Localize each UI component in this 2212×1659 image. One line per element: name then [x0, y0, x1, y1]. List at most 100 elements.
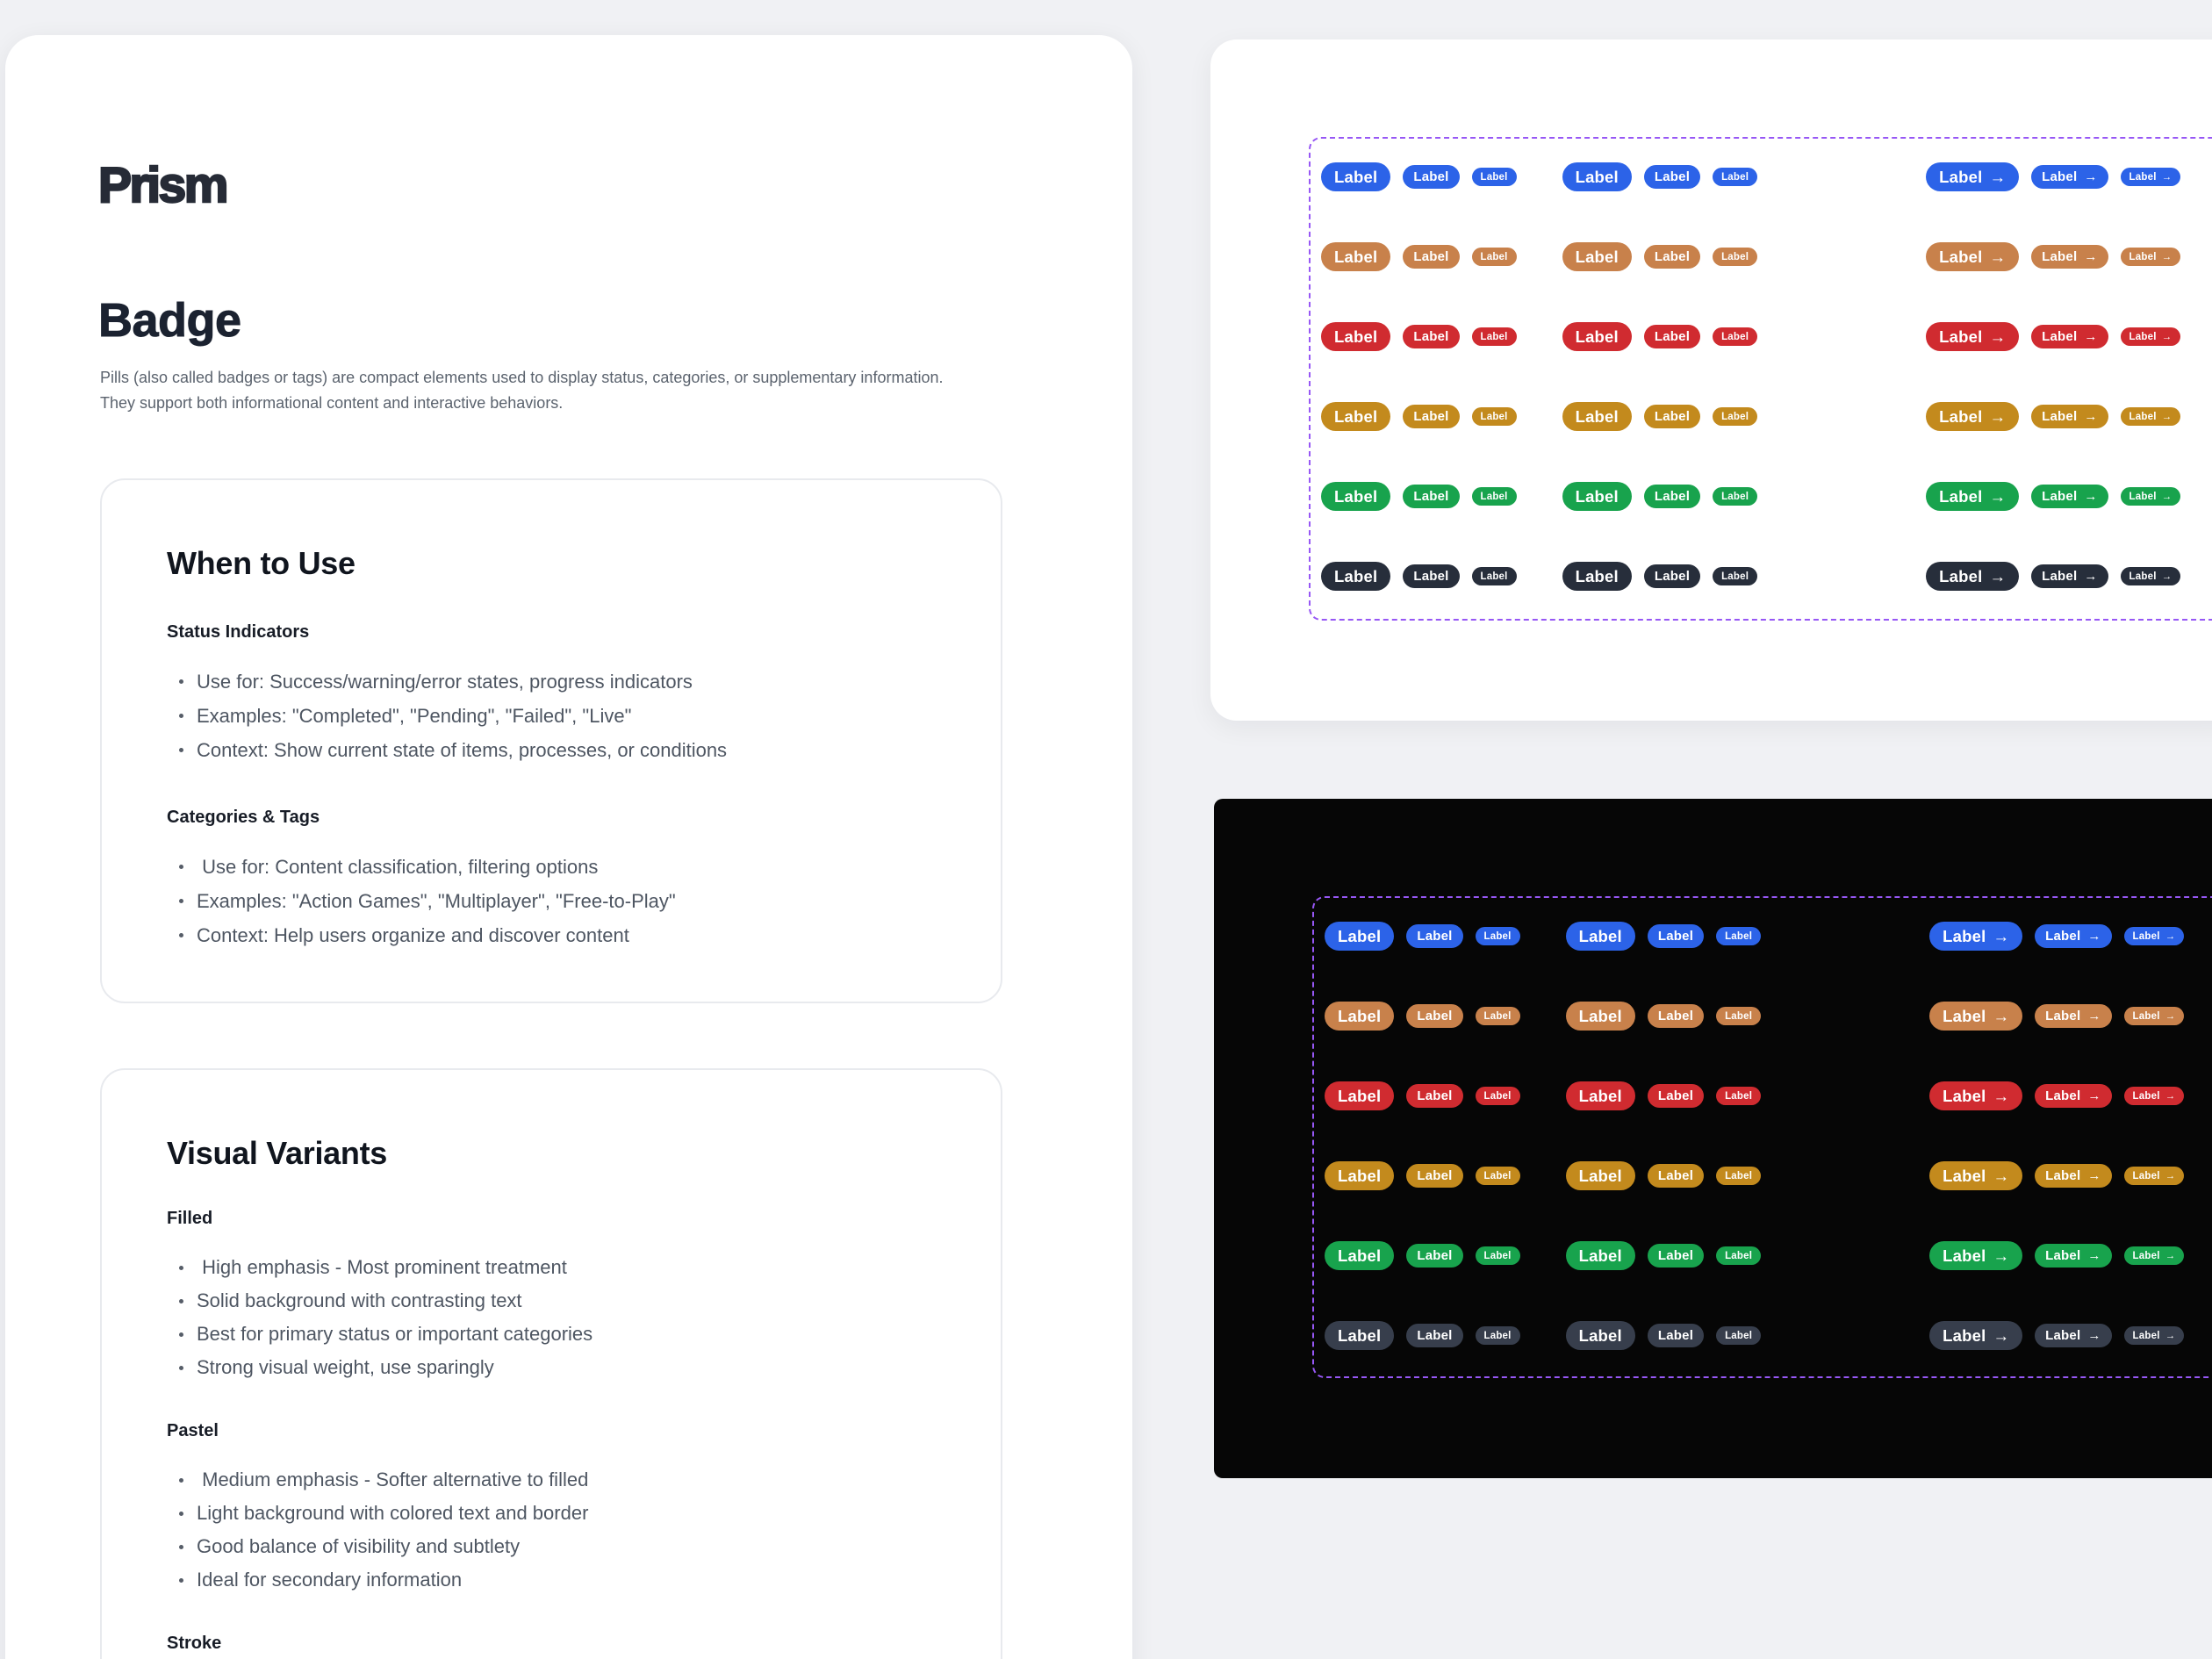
- badge-orange-lg[interactable]: Label: [1325, 1002, 1395, 1031]
- badge-red-sm[interactable]: Label: [1471, 327, 1517, 346]
- badge-blue-sm-arrow[interactable]: Label →: [2120, 168, 2181, 186]
- badge-orange-md[interactable]: Label: [1403, 245, 1460, 269]
- badge-blue-md[interactable]: Label: [1406, 924, 1463, 948]
- badge-green-lg[interactable]: Label: [1325, 1241, 1395, 1270]
- badge-green-lg-arrow[interactable]: Label →: [1926, 482, 2020, 511]
- badge-red-md-arrow[interactable]: Label →: [2031, 325, 2108, 348]
- badge-blue-lg-arrow[interactable]: Label →: [1926, 162, 2020, 191]
- badge-red-lg-arrow[interactable]: Label →: [1926, 322, 2020, 351]
- badge-red-sm-arrow[interactable]: Label →: [2120, 327, 2181, 346]
- badge-orange-sm[interactable]: Label: [1716, 1007, 1762, 1025]
- badge-blue-lg[interactable]: Label: [1565, 922, 1635, 951]
- badge-green-lg[interactable]: Label: [1321, 482, 1391, 511]
- badge-amber-md[interactable]: Label: [1403, 405, 1460, 428]
- badge-amber-lg-arrow[interactable]: Label →: [1926, 402, 2020, 431]
- badge-blue-md-arrow[interactable]: Label →: [2035, 924, 2112, 948]
- badge-red-lg[interactable]: Label: [1565, 1081, 1635, 1110]
- badge-amber-sm-arrow[interactable]: Label →: [2120, 407, 2181, 426]
- badge-orange-sm[interactable]: Label: [1475, 1007, 1520, 1025]
- badge-slate-md-arrow[interactable]: Label →: [2035, 1324, 2112, 1347]
- badge-blue-lg[interactable]: Label: [1562, 162, 1632, 191]
- badge-orange-lg[interactable]: Label: [1565, 1002, 1635, 1031]
- badge-orange-sm[interactable]: Label: [1471, 248, 1517, 266]
- badge-slate-lg-arrow[interactable]: Label →: [1929, 1321, 2023, 1350]
- badge-navy-md-arrow[interactable]: Label →: [2031, 564, 2108, 588]
- badge-red-md[interactable]: Label: [1647, 1084, 1705, 1108]
- badge-green-sm[interactable]: Label: [1716, 1246, 1762, 1265]
- badge-blue-sm[interactable]: Label: [1713, 168, 1758, 186]
- badge-green-lg[interactable]: Label: [1565, 1241, 1635, 1270]
- badge-slate-lg[interactable]: Label: [1565, 1321, 1635, 1350]
- badge-red-md[interactable]: Label: [1403, 325, 1460, 348]
- badge-red-sm[interactable]: Label: [1713, 327, 1758, 346]
- badge-orange-lg-arrow[interactable]: Label →: [1929, 1002, 2023, 1031]
- badge-orange-md[interactable]: Label: [1647, 1004, 1705, 1028]
- badge-navy-sm[interactable]: Label: [1471, 567, 1517, 585]
- badge-blue-lg[interactable]: Label: [1321, 162, 1391, 191]
- badge-blue-lg[interactable]: Label: [1325, 922, 1395, 951]
- badge-orange-lg-arrow[interactable]: Label →: [1926, 242, 2020, 271]
- badge-slate-sm[interactable]: Label: [1475, 1326, 1520, 1345]
- badge-green-md-arrow[interactable]: Label →: [2035, 1244, 2112, 1268]
- badge-amber-sm-arrow[interactable]: Label →: [2123, 1167, 2185, 1185]
- badge-amber-sm[interactable]: Label: [1471, 407, 1517, 426]
- badge-slate-md[interactable]: Label: [1406, 1324, 1463, 1347]
- badge-red-sm[interactable]: Label: [1475, 1087, 1520, 1105]
- badge-amber-sm[interactable]: Label: [1713, 407, 1758, 426]
- badge-amber-md[interactable]: Label: [1406, 1164, 1463, 1188]
- badge-amber-md-arrow[interactable]: Label →: [2035, 1164, 2112, 1188]
- badge-green-lg-arrow[interactable]: Label →: [1929, 1241, 2023, 1270]
- badge-navy-lg-arrow[interactable]: Label →: [1926, 562, 2020, 591]
- badge-amber-lg[interactable]: Label: [1325, 1161, 1395, 1190]
- badge-blue-md[interactable]: Label: [1643, 165, 1701, 189]
- badge-green-sm[interactable]: Label: [1471, 487, 1517, 506]
- badge-red-md-arrow[interactable]: Label →: [2035, 1084, 2112, 1108]
- badge-red-sm[interactable]: Label: [1716, 1087, 1762, 1105]
- badge-red-lg[interactable]: Label: [1325, 1081, 1395, 1110]
- badge-blue-sm[interactable]: Label: [1471, 168, 1517, 186]
- badge-green-sm[interactable]: Label: [1713, 487, 1758, 506]
- badge-orange-sm[interactable]: Label: [1713, 248, 1758, 266]
- badge-blue-sm-arrow[interactable]: Label →: [2123, 927, 2185, 945]
- badge-amber-lg[interactable]: Label: [1321, 402, 1391, 431]
- badge-green-sm-arrow[interactable]: Label →: [2120, 487, 2181, 506]
- badge-orange-lg[interactable]: Label: [1562, 242, 1632, 271]
- badge-orange-lg[interactable]: Label: [1321, 242, 1391, 271]
- badge-green-md[interactable]: Label: [1647, 1244, 1705, 1268]
- badge-orange-md[interactable]: Label: [1643, 245, 1701, 269]
- badge-blue-sm[interactable]: Label: [1716, 927, 1762, 945]
- badge-green-md-arrow[interactable]: Label →: [2031, 485, 2108, 508]
- badge-orange-md-arrow[interactable]: Label →: [2031, 245, 2108, 269]
- badge-blue-lg-arrow[interactable]: Label →: [1929, 922, 2023, 951]
- badge-green-lg[interactable]: Label: [1562, 482, 1632, 511]
- badge-navy-sm[interactable]: Label: [1713, 567, 1758, 585]
- badge-navy-lg[interactable]: Label: [1321, 562, 1391, 591]
- badge-amber-sm[interactable]: Label: [1716, 1167, 1762, 1185]
- badge-slate-lg[interactable]: Label: [1325, 1321, 1395, 1350]
- badge-slate-sm[interactable]: Label: [1716, 1326, 1762, 1345]
- badge-green-md[interactable]: Label: [1643, 485, 1701, 508]
- badge-blue-md[interactable]: Label: [1647, 924, 1705, 948]
- badge-red-sm-arrow[interactable]: Label →: [2123, 1087, 2185, 1105]
- badge-slate-sm-arrow[interactable]: Label →: [2123, 1326, 2185, 1345]
- badge-green-md[interactable]: Label: [1403, 485, 1460, 508]
- badge-navy-md[interactable]: Label: [1403, 564, 1460, 588]
- badge-green-sm[interactable]: Label: [1475, 1246, 1520, 1265]
- badge-orange-md-arrow[interactable]: Label →: [2035, 1004, 2112, 1028]
- badge-amber-md[interactable]: Label: [1647, 1164, 1705, 1188]
- badge-green-sm-arrow[interactable]: Label →: [2123, 1246, 2185, 1265]
- badge-slate-md[interactable]: Label: [1647, 1324, 1705, 1347]
- badge-navy-lg[interactable]: Label: [1562, 562, 1632, 591]
- badge-orange-sm-arrow[interactable]: Label →: [2120, 248, 2181, 266]
- badge-orange-sm-arrow[interactable]: Label →: [2123, 1007, 2185, 1025]
- badge-orange-md[interactable]: Label: [1406, 1004, 1463, 1028]
- badge-blue-sm[interactable]: Label: [1475, 927, 1520, 945]
- badge-red-md[interactable]: Label: [1643, 325, 1701, 348]
- badge-amber-lg-arrow[interactable]: Label →: [1929, 1161, 2023, 1190]
- badge-blue-md[interactable]: Label: [1403, 165, 1460, 189]
- badge-amber-sm[interactable]: Label: [1475, 1167, 1520, 1185]
- badge-amber-lg[interactable]: Label: [1565, 1161, 1635, 1190]
- badge-red-lg-arrow[interactable]: Label →: [1929, 1081, 2023, 1110]
- badge-green-md[interactable]: Label: [1406, 1244, 1463, 1268]
- badge-blue-md-arrow[interactable]: Label →: [2031, 165, 2108, 189]
